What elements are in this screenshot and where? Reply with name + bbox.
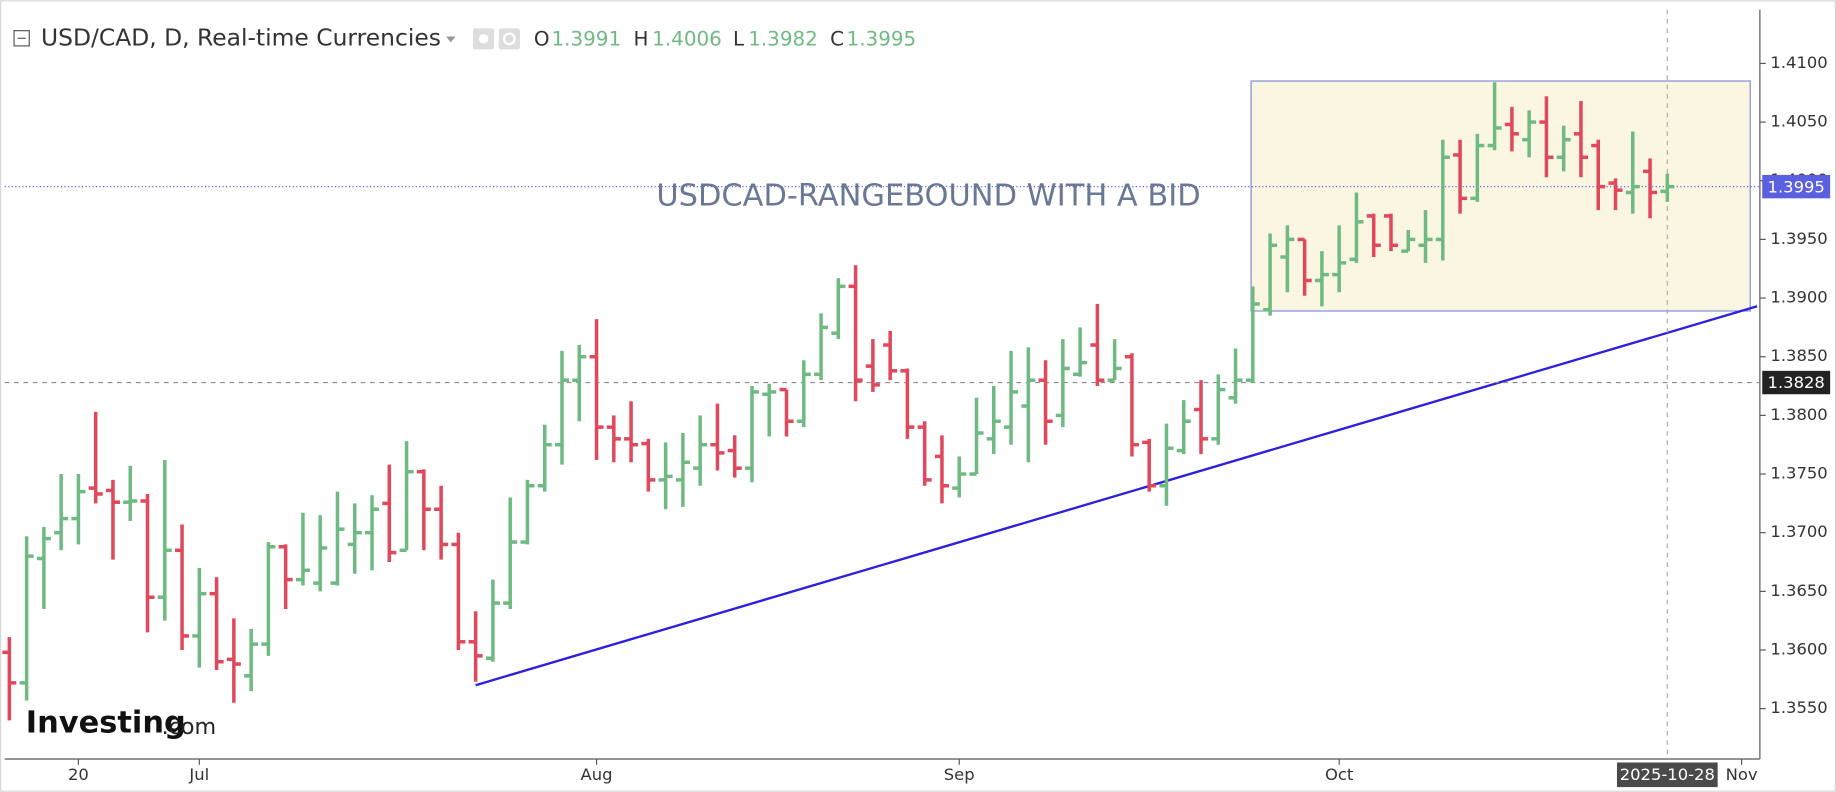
- x-tick-label: Jul: [188, 765, 209, 784]
- legend-header: USD/CAD, D, Real-time Currencies O 1.399…: [13, 23, 917, 51]
- price-label: 1.3995: [1768, 177, 1825, 196]
- ohlc-label: H: [633, 28, 648, 51]
- watermark-domain: .com: [162, 714, 217, 740]
- y-tick-label: 1.3950: [1770, 229, 1827, 248]
- chart-title: USD/CAD, D, Real-time Currencies: [41, 23, 441, 51]
- ohlc-label: C: [830, 28, 844, 51]
- ohlc-label: O: [534, 28, 550, 51]
- watermark-brand: Investing: [26, 705, 186, 740]
- y-tick-label: 1.4050: [1770, 112, 1827, 131]
- trendline: [475, 305, 1758, 687]
- watermark: Investing .com: [26, 705, 216, 740]
- y-tick-label: 1.3550: [1770, 698, 1827, 717]
- bars-layer: [2, 82, 1675, 721]
- ohlc-label: L: [733, 28, 744, 51]
- ohlc-value: 1.4006: [652, 28, 722, 51]
- crosshair-x-label: 2025-10-28: [1620, 765, 1715, 784]
- range-box: [1250, 80, 1751, 312]
- y-tick-label: 1.3800: [1770, 405, 1827, 424]
- settings-icon[interactable]: [498, 28, 520, 50]
- crosshair-y-label: 1.3828: [1768, 373, 1825, 392]
- x-tick-label: Aug: [581, 765, 613, 784]
- y-tick-label: 1.4100: [1770, 53, 1827, 72]
- dropdown-arrow[interactable]: [446, 36, 456, 43]
- y-tick-label: 1.3850: [1770, 346, 1827, 365]
- x-tick-label: Sep: [944, 765, 975, 784]
- y-tick-label: 1.3900: [1770, 288, 1827, 307]
- crosshair-x-box: [1616, 762, 1718, 788]
- eye-icon-pupil: [478, 34, 489, 44]
- y-tick-label: 1.3750: [1770, 464, 1827, 483]
- crosshair-y-box: [1762, 370, 1831, 395]
- ohlc-value: 1.3982: [748, 28, 818, 51]
- x-tick-label: Oct: [1325, 765, 1354, 784]
- overlay-layer: 1.3550 1.3600 1.3650 1.3700 1.3750 1.3800 1.38…: [68, 53, 1831, 788]
- price-label-box: [1762, 174, 1831, 199]
- collapse-icon[interactable]: [13, 30, 30, 47]
- settings-icon-gear: [502, 32, 516, 46]
- y-tick-label: 1.3700: [1770, 522, 1827, 541]
- x-tick-label: Nov: [1726, 765, 1758, 784]
- ohlc-value: 1.3995: [847, 28, 917, 51]
- x-tick-label: 20: [68, 765, 89, 784]
- y-tick-label: 1.3650: [1770, 581, 1827, 600]
- ohlc-value: 1.3991: [552, 28, 622, 51]
- y-tick-label: 1.3600: [1770, 640, 1827, 659]
- annotation-text: USDCAD-RANGEBOUND WITH A BID: [656, 178, 1200, 213]
